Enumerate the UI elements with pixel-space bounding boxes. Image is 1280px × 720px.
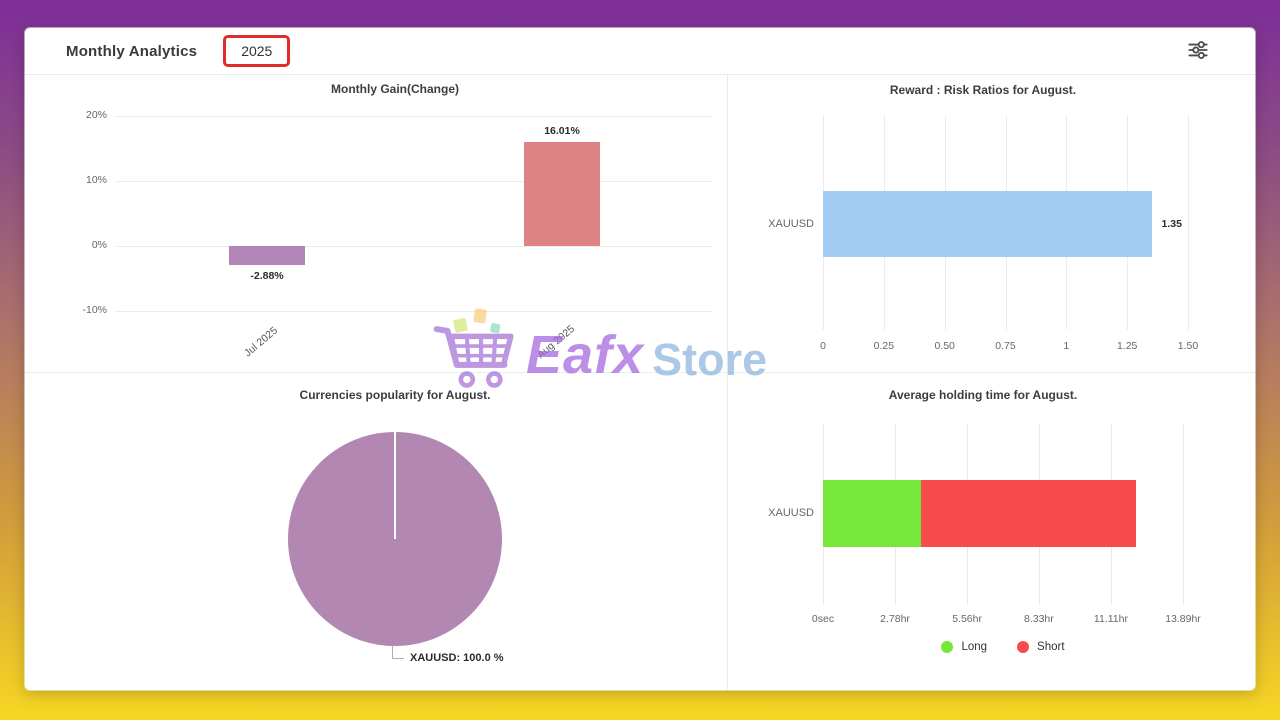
currency-popularity-plot: XAUUSD: 100.0 %	[25, 373, 727, 690]
y-axis-category-label: XAUUSD	[768, 507, 814, 519]
pie-slice-divider	[394, 432, 396, 539]
x-axis-tick-label: 2.78hr	[880, 613, 910, 625]
legend-item-long[interactable]: Long	[941, 641, 987, 653]
page-title: Monthly Analytics	[66, 42, 198, 60]
bar-segment-short[interactable]	[920, 480, 1137, 547]
chart-title-monthly-gain: Monthly Gain(Change)	[331, 82, 459, 96]
panel-reward-risk: Reward : Risk Ratios for August. 0 0.25 0.…	[728, 75, 1255, 373]
legend-label: Long	[961, 641, 988, 653]
y-axis-category-label: XAUUSD	[768, 218, 814, 230]
x-axis-tick-label: 0.75	[995, 340, 1016, 352]
chart-title-reward-risk: Reward : Risk Ratios for August.	[889, 83, 1077, 97]
y-axis-tick-label: -10%	[82, 304, 107, 316]
gridline	[1183, 423, 1184, 605]
gridline	[115, 116, 712, 117]
x-axis-category-label: Aug 2025	[534, 322, 578, 362]
filter-button[interactable]	[1183, 36, 1213, 66]
panel-currency-popularity: Currencies popularity for August. XAUUSD…	[25, 373, 728, 690]
x-axis-tick-label: 1.25	[1116, 340, 1138, 352]
header-bar: Monthly Analytics 2025	[25, 28, 1255, 75]
chart-title-currency-popularity: Currencies popularity for August.	[299, 388, 491, 402]
x-axis-tick-label: 1.50	[1177, 340, 1199, 352]
gridline	[1188, 115, 1189, 330]
gridline	[115, 181, 712, 182]
x-axis-category-label: Jul 2025	[241, 324, 281, 360]
panel-monthly-gain: Monthly Gain(Change) 20% 10% 0% -10% -2.88% J…	[25, 75, 728, 373]
monthly-gain-plot: 20% 10% 0% -10% -2.88% Jul 2025 16.01% Aug 2025	[25, 75, 727, 372]
bar-jul-2025[interactable]	[229, 246, 305, 265]
legend-swatch-long	[941, 641, 954, 653]
pie-slice-label: XAUUSD: 100.0 %	[410, 652, 504, 664]
avg-holding-time-plot: 0sec 2.78hr 5.56hr 8.33hr 11.11hr 13.89hr XAUU…	[728, 373, 1255, 690]
gridline	[115, 246, 712, 247]
bar-aug-2025[interactable]	[524, 141, 600, 246]
chart-title-avg-holding-time: Average holding time for August.	[888, 388, 1078, 402]
legend-label: Short	[1037, 641, 1065, 653]
x-axis-tick-label: 11.11hr	[1093, 613, 1128, 625]
bar-xauusd[interactable]	[823, 191, 1152, 257]
bar-segment-long[interactable]	[823, 480, 921, 547]
x-axis-tick-label: 1	[1063, 340, 1070, 352]
gridline	[115, 311, 712, 312]
pie-label-leader-line	[392, 646, 404, 659]
y-axis-tick-label: 0%	[91, 239, 107, 251]
y-axis-tick-label: 20%	[85, 109, 107, 121]
value-label: -2.88%	[250, 269, 284, 282]
analytics-card: Monthly Analytics 2025 Monthly Gain(Chan…	[25, 28, 1255, 690]
sliders-icon	[1185, 37, 1211, 66]
value-label: 16.01%	[544, 124, 580, 137]
charts-grid: Monthly Gain(Change) 20% 10% 0% -10% -2.88% J…	[25, 75, 1255, 690]
reward-risk-plot: 0 0.25 0.50 0.75 1 1.25 1.50 1.35 XAUUSD	[728, 75, 1255, 372]
x-axis-tick-label: 5.56hr	[952, 613, 982, 625]
y-axis-tick-label: 10%	[85, 174, 107, 186]
x-axis-tick-label: 0sec	[811, 613, 835, 625]
x-axis-tick-label: 0	[820, 340, 826, 352]
panel-avg-holding-time: Average holding time for August. 0sec 2.7…	[728, 373, 1255, 690]
x-axis-tick-label: 0.50	[934, 340, 955, 352]
legend-item-short[interactable]: Short	[1017, 641, 1065, 653]
year-selector[interactable]: 2025	[223, 35, 291, 67]
legend-swatch-short	[1017, 641, 1030, 653]
x-axis-tick-label: 8.33hr	[1024, 613, 1054, 625]
x-axis-tick-label: 0.25	[873, 340, 895, 352]
chart-legend: Long Short	[823, 641, 1183, 653]
x-axis-tick-label: 13.89hr	[1165, 613, 1201, 625]
value-label: 1.35	[1161, 218, 1182, 230]
